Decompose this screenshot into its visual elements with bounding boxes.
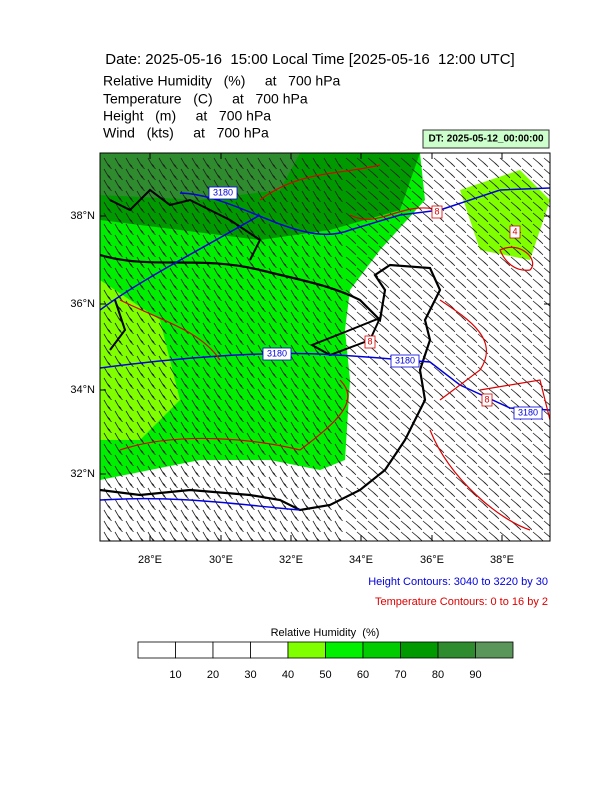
lon-label: 34°E bbox=[349, 554, 373, 566]
colorbar-tick-label: 40 bbox=[282, 669, 294, 681]
contour-label: 3180 bbox=[518, 407, 538, 417]
colorbar-box bbox=[212, 641, 251, 659]
contour-label: 4 bbox=[512, 226, 517, 236]
contour-label-box bbox=[390, 354, 420, 368]
contour-label-box bbox=[481, 393, 493, 407]
colorbar-tick-label: 90 bbox=[469, 669, 481, 681]
contour-label: 8 bbox=[434, 206, 439, 216]
colorbar-box bbox=[475, 641, 514, 659]
lat-label: 32°N bbox=[70, 468, 95, 480]
contour-label-box bbox=[509, 225, 521, 239]
subtitle: Height (m) at 700 hPa bbox=[103, 108, 271, 124]
colorbar-box bbox=[175, 641, 214, 659]
lon-label: 32°E bbox=[279, 554, 303, 566]
contour-label-box bbox=[431, 205, 443, 219]
colorbar-box bbox=[250, 641, 289, 659]
colorbar-title: Relative Humidity (%) bbox=[271, 627, 380, 639]
lon-label: 28°E bbox=[138, 554, 162, 566]
colorbar-box bbox=[137, 641, 176, 659]
temperature-note: Temperature Contours: 0 to 16 by 2 bbox=[375, 596, 548, 608]
subtitle: Relative Humidity (%) at 700 hPa bbox=[103, 73, 341, 89]
lat-label: 38°N bbox=[70, 210, 95, 222]
lon-label: 36°E bbox=[420, 554, 444, 566]
contour-label-box bbox=[262, 347, 292, 361]
contour-label: 8 bbox=[367, 336, 372, 346]
contour-label-box bbox=[208, 186, 238, 200]
contour-label: 3180 bbox=[213, 187, 233, 197]
lon-label: 30°E bbox=[209, 554, 233, 566]
colorbar-tick-label: 30 bbox=[244, 669, 256, 681]
lon-label: 38°E bbox=[490, 554, 514, 566]
dt-box bbox=[422, 129, 550, 149]
colorbar-tick-label: 70 bbox=[394, 669, 406, 681]
contour-label: 3180 bbox=[267, 348, 287, 358]
colorbar-box bbox=[362, 641, 401, 659]
contour-label-box bbox=[364, 335, 376, 349]
map: 3180 3180 3180 3180 8 8 4 8 bbox=[100, 153, 550, 541]
colorbar-box bbox=[437, 641, 476, 659]
map-frame bbox=[99, 152, 551, 542]
contour-label: 3180 bbox=[395, 355, 415, 365]
colorbar-box bbox=[325, 641, 364, 659]
colorbar-tick-label: 60 bbox=[357, 669, 369, 681]
colorbar-tick-label: 50 bbox=[319, 669, 331, 681]
contour-label-box bbox=[513, 406, 543, 420]
subtitle: Wind (kts) at 700 hPa bbox=[103, 125, 269, 141]
title: Date: 2025-05-16 15:00 Local Time [2025-… bbox=[105, 51, 514, 68]
lat-label: 34°N bbox=[70, 384, 95, 396]
height-note: Height Contours: 3040 to 3220 by 30 bbox=[368, 576, 548, 588]
contour-label: 8 bbox=[484, 394, 489, 404]
subtitle: Temperature (C) at 700 hPa bbox=[103, 91, 308, 107]
colorbar-tick-label: 10 bbox=[169, 669, 181, 681]
lat-label: 36°N bbox=[70, 298, 95, 310]
colorbar-tick-label: 80 bbox=[432, 669, 444, 681]
dt-label: DT: 2025-05-12_00:00:00 bbox=[428, 134, 544, 145]
colorbar-box bbox=[287, 641, 326, 659]
colorbar-box bbox=[400, 641, 439, 659]
colorbar-tick-label: 20 bbox=[207, 669, 219, 681]
